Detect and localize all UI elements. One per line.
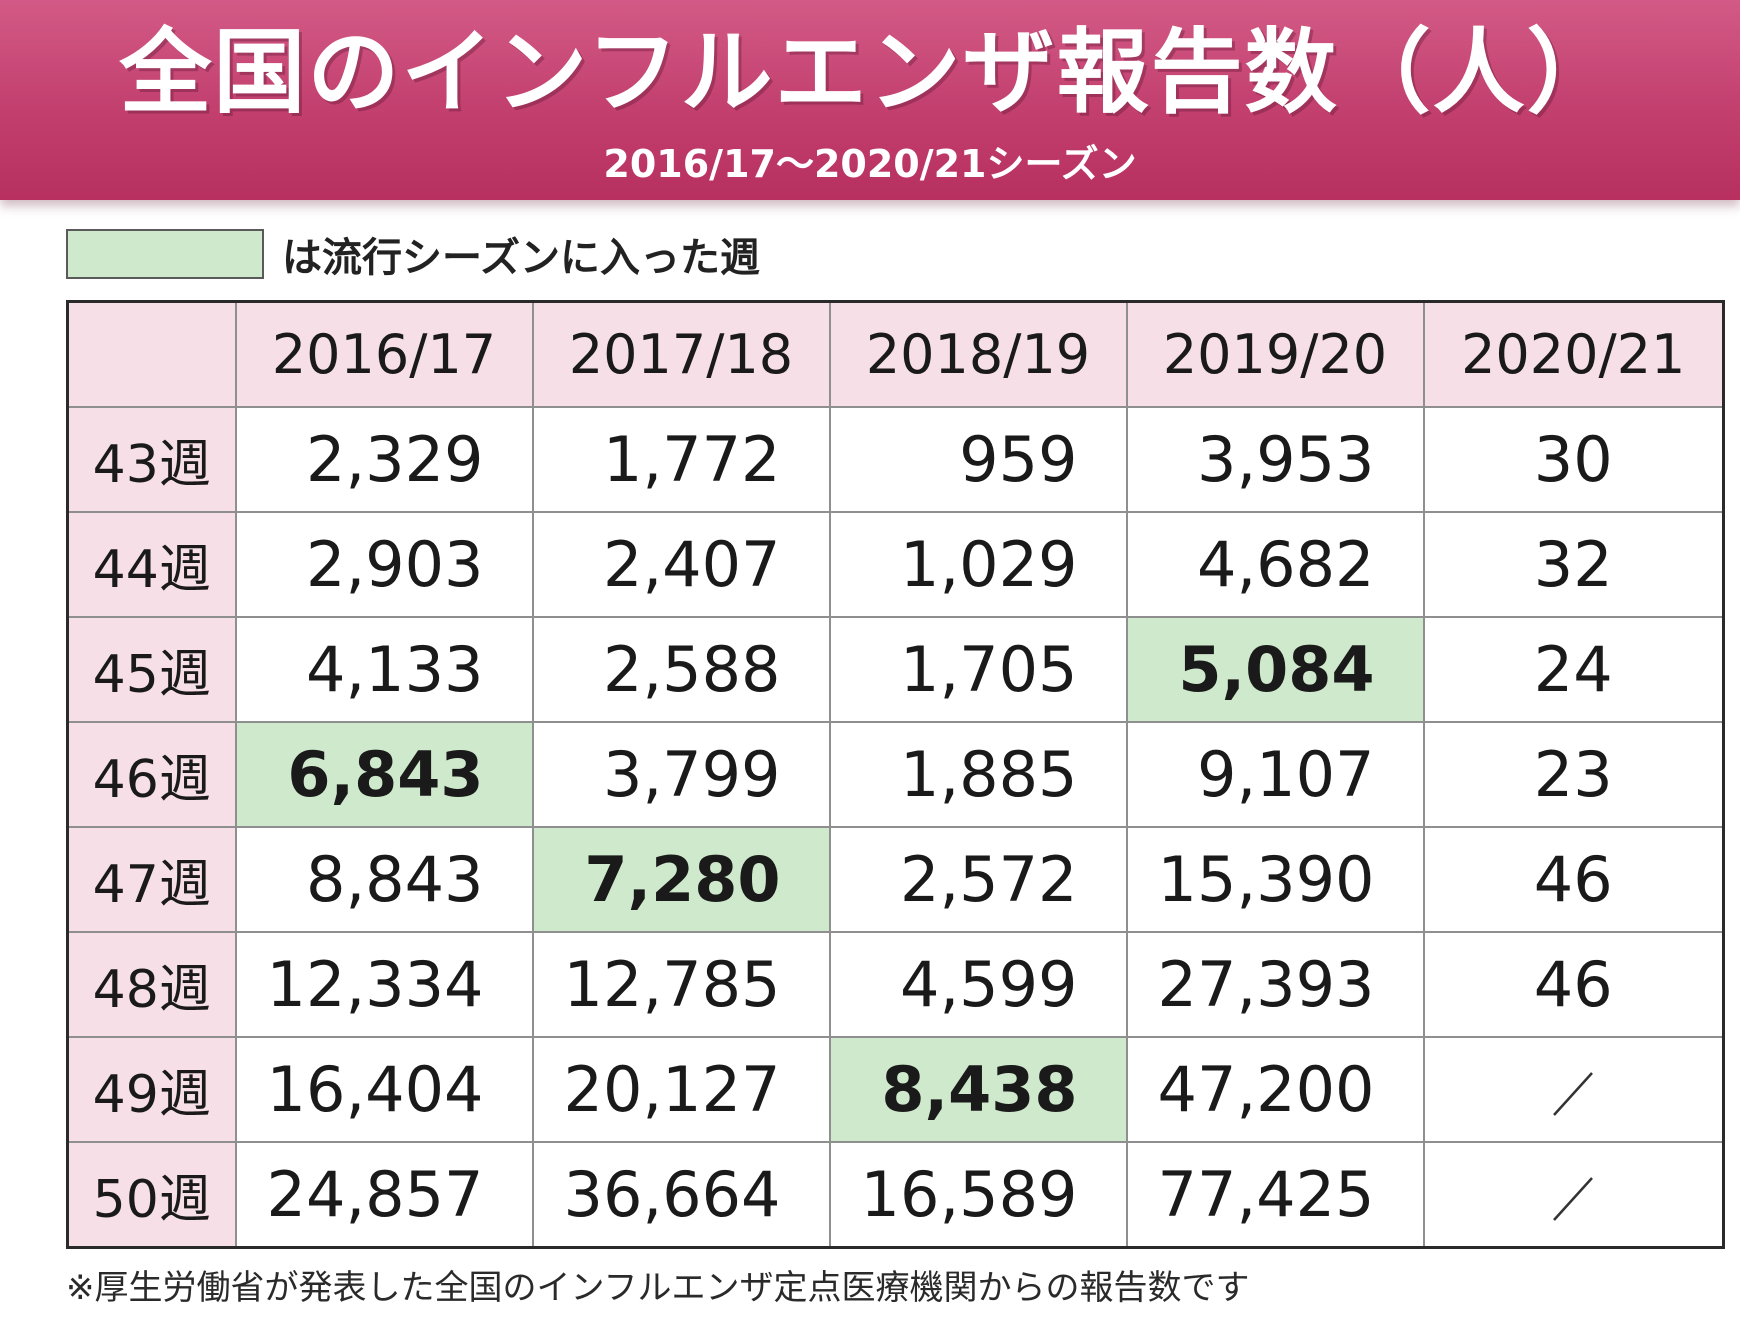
report-count-cell: 12,334 <box>234 931 534 1038</box>
report-count-cell: 12,785 <box>531 931 831 1038</box>
report-table: 2016/17 2017/18 2018/19 2019/20 2020/21 43週 2… <box>66 300 1725 1249</box>
season-header: 2018/19 <box>828 300 1128 408</box>
week-label: 46週 <box>66 721 237 828</box>
table-row: 44週 2,903 2,407 1,029 4,682 32 <box>66 511 1725 618</box>
table-row: 45週 4,133 2,588 1,705 5,084 24 <box>66 616 1725 723</box>
table-row: 49週 16,404 20,127 8,438 47,200 <box>66 1036 1725 1143</box>
table-body: 43週 2,329 1,772 959 3,953 30 44週 2,903 2,407 1,02… <box>66 406 1725 1249</box>
report-count-cell: 8,843 <box>234 826 534 933</box>
week-label: 49週 <box>66 1036 237 1143</box>
report-count-cell: 27,393 <box>1125 931 1425 1038</box>
legend: は流行シーズンに入った週 <box>66 226 760 282</box>
report-count-cell: 2,329 <box>234 406 534 513</box>
footnote: ※厚生労働省が発表した全国のインフルエンザ定点医療機関からの報告数です <box>66 1268 1250 1308</box>
week-label: 45週 <box>66 616 237 723</box>
title-banner: 全国のインフルエンザ報告数（人） 2016/17〜2020/21シーズン <box>0 0 1740 200</box>
no-data-slash <box>1422 1036 1725 1143</box>
legend-label: は流行シーズンに入った週 <box>282 235 760 281</box>
report-count-cell: 23 <box>1422 721 1725 828</box>
week-label: 44週 <box>66 511 237 618</box>
table-row: 43週 2,329 1,772 959 3,953 30 <box>66 406 1725 513</box>
week-label: 50週 <box>66 1141 237 1249</box>
season-header: 2017/18 <box>531 300 831 408</box>
report-count-cell: 1,705 <box>828 616 1128 723</box>
report-count-cell: 4,599 <box>828 931 1128 1038</box>
chart-subtitle: 2016/17〜2020/21シーズン <box>603 142 1137 186</box>
report-count-cell: 2,407 <box>531 511 831 618</box>
report-count-cell: 7,280 <box>531 826 831 933</box>
report-count-cell: 2,903 <box>234 511 534 618</box>
report-count-cell: 4,133 <box>234 616 534 723</box>
week-label: 47週 <box>66 826 237 933</box>
season-header: 2019/20 <box>1125 300 1425 408</box>
report-count-cell: 3,799 <box>531 721 831 828</box>
slash-icon <box>1553 1177 1594 1221</box>
report-count-cell: 24 <box>1422 616 1725 723</box>
table-row: 47週 8,843 7,280 2,572 15,390 46 <box>66 826 1725 933</box>
no-data-slash <box>1422 1141 1725 1249</box>
report-count-cell: 46 <box>1422 931 1725 1038</box>
report-count-cell: 16,589 <box>828 1141 1128 1249</box>
report-count-cell: 15,390 <box>1125 826 1425 933</box>
season-header: 2016/17 <box>234 300 534 408</box>
report-count-cell: 959 <box>828 406 1128 513</box>
report-count-cell: 3,953 <box>1125 406 1425 513</box>
report-count-cell: 16,404 <box>234 1036 534 1143</box>
report-count-cell: 1,029 <box>828 511 1128 618</box>
report-count-cell: 6,843 <box>234 721 534 828</box>
report-count-cell: 47,200 <box>1125 1036 1425 1143</box>
report-count-cell: 46 <box>1422 826 1725 933</box>
report-count-cell: 24,857 <box>234 1141 534 1249</box>
report-count-cell: 77,425 <box>1125 1141 1425 1249</box>
table-row: 48週 12,334 12,785 4,599 27,393 46 <box>66 931 1725 1038</box>
legend-swatch <box>66 229 264 279</box>
season-header: 2020/21 <box>1422 300 1725 408</box>
report-count-cell: 5,084 <box>1125 616 1425 723</box>
corner-cell <box>66 300 237 408</box>
slash-icon <box>1553 1072 1594 1116</box>
report-count-cell: 9,107 <box>1125 721 1425 828</box>
report-count-cell: 4,682 <box>1125 511 1425 618</box>
report-count-cell: 30 <box>1422 406 1725 513</box>
report-count-cell: 2,588 <box>531 616 831 723</box>
report-count-cell: 32 <box>1422 511 1725 618</box>
report-count-cell: 36,664 <box>531 1141 831 1249</box>
header-row: 2016/17 2017/18 2018/19 2019/20 2020/21 <box>66 300 1725 408</box>
week-label: 43週 <box>66 406 237 513</box>
chart-title: 全国のインフルエンザ報告数（人） <box>119 19 1621 126</box>
report-count-cell: 1,885 <box>828 721 1128 828</box>
table-row: 50週 24,857 36,664 16,589 77,425 <box>66 1141 1725 1249</box>
report-count-cell: 1,772 <box>531 406 831 513</box>
report-count-cell: 2,572 <box>828 826 1128 933</box>
table-row: 46週 6,843 3,799 1,885 9,107 23 <box>66 721 1725 828</box>
report-count-cell: 8,438 <box>828 1036 1128 1143</box>
report-count-cell: 20,127 <box>531 1036 831 1143</box>
week-label: 48週 <box>66 931 237 1038</box>
